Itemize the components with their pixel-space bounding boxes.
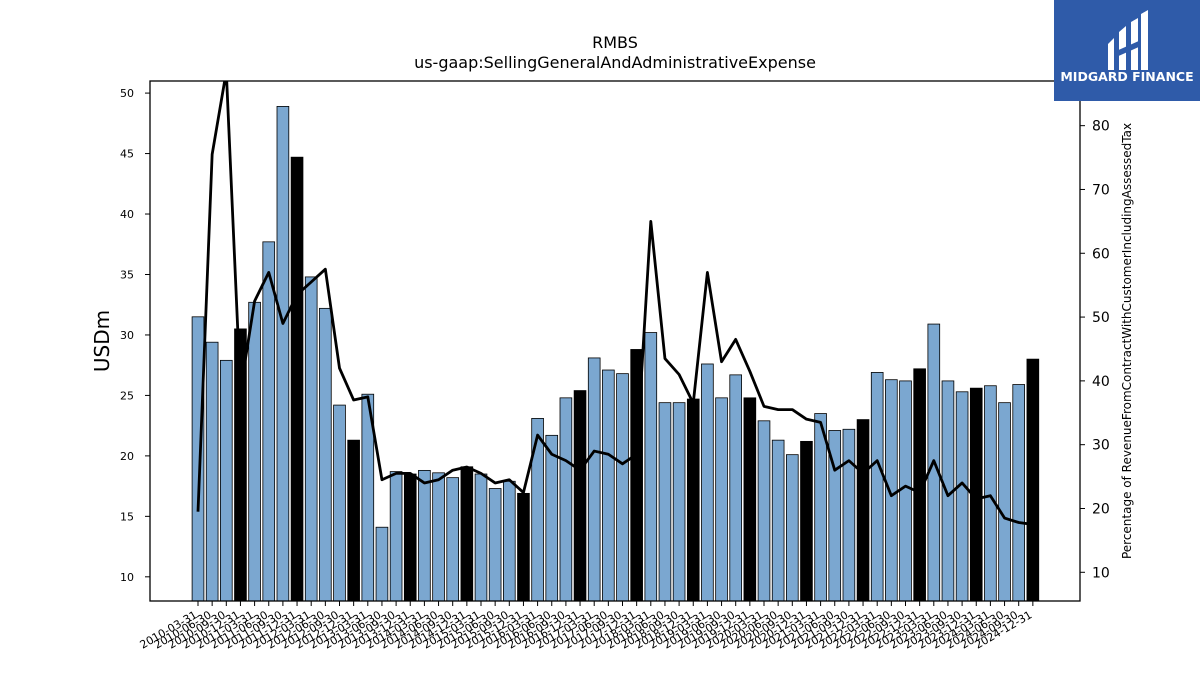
bar-2020-09-30 [786, 454, 799, 602]
bar-2017-09-30 [616, 373, 629, 602]
bar-2012-06-30 [319, 307, 332, 602]
bar-2010-06-30 [205, 341, 219, 602]
left-axis-ticks: 10 15 20 25 30 35 40 45 50 [120, 87, 150, 584]
bar-2015-06-30 [488, 488, 502, 602]
bar-2015-03-31 [474, 473, 488, 602]
bar-2019-12-31 [743, 397, 757, 602]
bar-2011-06-30 [262, 241, 276, 602]
left-tick-label: 10 [120, 571, 134, 584]
bar-2013-12-31 [403, 473, 417, 602]
bar-2020-12-31 [800, 440, 813, 602]
bar-2018-06-30 [658, 402, 672, 602]
bar-2017-06-30 [602, 369, 615, 602]
bar-2021-09-30 [842, 428, 856, 602]
bar-2022-09-30 [899, 380, 912, 602]
series-line [196, 81, 1034, 526]
left-axis-label: USDm [90, 310, 114, 372]
bar-2018-09-30 [672, 402, 686, 602]
bar-2019-09-30 [729, 374, 742, 602]
bar-2016-12-31 [573, 390, 587, 602]
bar-2019-06-30 [715, 397, 728, 602]
bar-2024-03-31 [984, 385, 997, 602]
bar-2012-09-30 [333, 404, 346, 602]
chart-title: RMBS [592, 33, 638, 52]
bar-2019-03-31 [701, 363, 714, 602]
left-tick-label: 30 [120, 329, 134, 342]
bar-2013-09-30 [389, 471, 403, 602]
logo-text: MIDGARD FINANCE [1060, 69, 1193, 84]
bar-2014-03-31 [418, 469, 431, 602]
bar-2020-03-31 [757, 420, 771, 602]
left-tick-label: 50 [120, 87, 134, 100]
bar-2021-12-31 [856, 419, 870, 602]
bar-2014-06-30 [432, 472, 445, 602]
bar-2014-09-30 [446, 477, 459, 602]
bar-2024-06-30 [998, 402, 1011, 602]
bar-2011-03-31 [248, 301, 261, 602]
bar-2015-09-30 [502, 480, 516, 602]
bar-2016-03-31 [531, 417, 544, 602]
right-axis-ticks: 10 20 30 40 50 60 70 80 [1080, 119, 1110, 581]
right-tick-label: 50 [1092, 310, 1110, 326]
bar-2014-12-31 [460, 466, 474, 602]
bar-2012-03-31 [304, 276, 318, 602]
right-tick-label: 70 [1092, 182, 1110, 198]
bar-2021-03-31 [814, 413, 827, 602]
bar-2018-12-31 [686, 398, 700, 602]
left-tick-label: 25 [120, 389, 134, 402]
bar-2012-12-31 [347, 439, 360, 602]
bar-2020-06-30 [771, 439, 785, 602]
right-tick-label: 30 [1092, 438, 1110, 454]
bar-2016-09-30 [559, 397, 573, 602]
left-tick-label: 35 [120, 268, 134, 281]
bar-2011-12-31 [290, 156, 304, 602]
bar-2022-03-31 [870, 372, 884, 602]
logo-mark-icon [1108, 10, 1148, 70]
bar-series [191, 106, 1040, 602]
x-axis-ticks: 2010-03-312010-06-302010-09-302010-12-31… [138, 601, 1034, 652]
right-tick-label: 80 [1092, 119, 1110, 135]
right-axis-label: Percentage of RevenueFromContractWithCus… [1120, 123, 1134, 559]
bar-2022-06-30 [885, 379, 898, 602]
bar-2013-06-30 [375, 526, 389, 602]
right-tick-label: 40 [1092, 374, 1110, 390]
bar-2010-09-30 [219, 359, 233, 602]
chart-subtitle: us-gaap:SellingGeneralAndAdministrativeE… [414, 53, 816, 72]
brand-logo: MIDGARD FINANCE [1054, 0, 1200, 101]
right-tick-label: 20 [1092, 501, 1110, 517]
left-tick-label: 40 [120, 208, 134, 221]
left-tick-label: 20 [120, 450, 134, 463]
bar-2011-09-30 [276, 106, 290, 602]
right-tick-label: 10 [1092, 565, 1110, 581]
bar-2010-03-31 [191, 316, 205, 602]
bar-2023-09-30 [955, 391, 969, 602]
plot-frame [149, 80, 1081, 602]
bar-2016-06-30 [545, 434, 559, 602]
line-series [196, 81, 1034, 526]
bar-2017-03-31 [587, 357, 601, 602]
bar-2024-09-30 [1012, 384, 1025, 602]
left-tick-label: 15 [120, 510, 134, 523]
right-tick-label: 60 [1092, 246, 1110, 262]
left-tick-label: 45 [120, 148, 134, 161]
bar-2018-03-31 [644, 332, 658, 602]
bar-2015-12-31 [517, 492, 530, 602]
bar-2024-12-31 [1026, 358, 1040, 602]
